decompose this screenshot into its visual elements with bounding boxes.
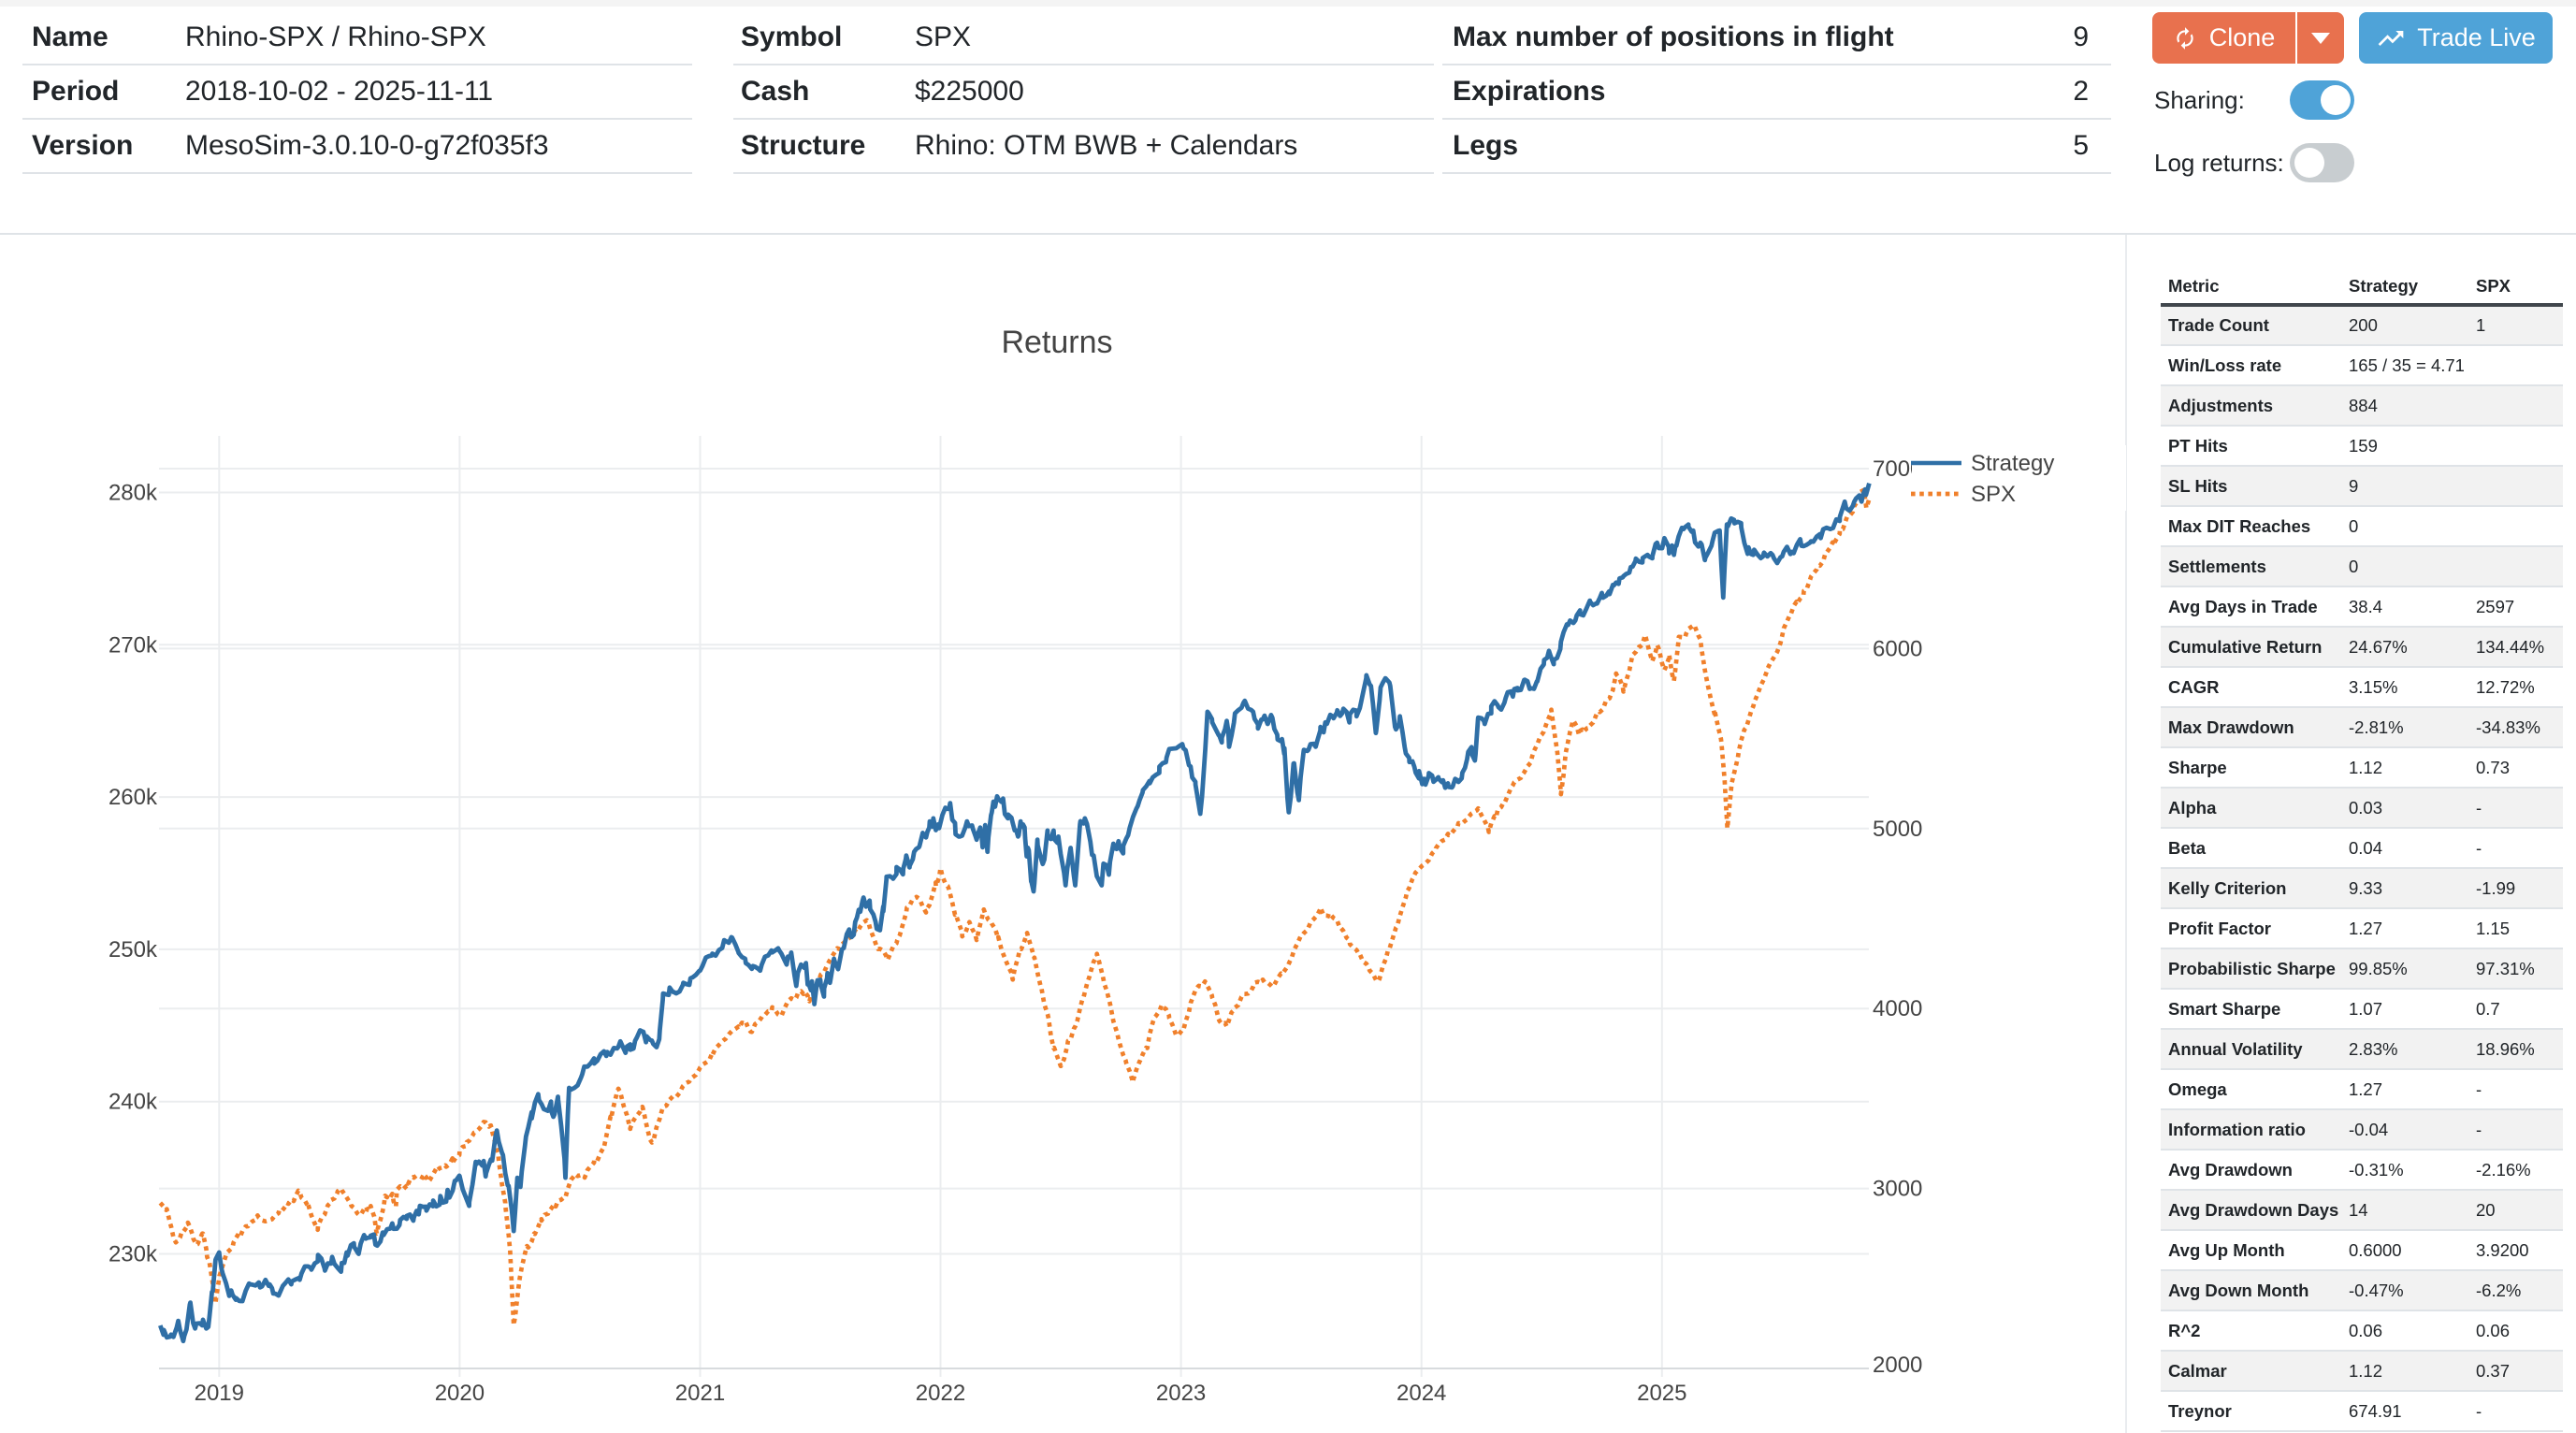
svg-text:Returns: Returns [1001,325,1112,360]
svg-text:2025: 2025 [1637,1381,1686,1406]
svg-text:260k: 260k [109,785,158,810]
svg-text:270k: 270k [109,632,158,658]
svg-text:2022: 2022 [916,1381,965,1406]
svg-text:230k: 230k [109,1242,158,1267]
svg-text:240k: 240k [109,1090,158,1115]
svg-text:3000: 3000 [1873,1177,1922,1202]
svg-text:250k: 250k [109,937,158,963]
svg-text:280k: 280k [109,481,158,506]
svg-text:4000: 4000 [1873,996,1922,1021]
svg-text:5000: 5000 [1873,817,1922,842]
svg-text:SPX: SPX [1971,482,2016,507]
svg-text:2019: 2019 [195,1381,244,1406]
svg-text:2020: 2020 [435,1381,485,1406]
svg-text:2021: 2021 [675,1381,725,1406]
svg-text:2024: 2024 [1397,1381,1446,1406]
svg-text:Strategy: Strategy [1971,451,2054,476]
svg-text:6000: 6000 [1873,636,1922,661]
svg-text:2000: 2000 [1873,1353,1922,1378]
svg-text:2023: 2023 [1156,1381,1206,1406]
